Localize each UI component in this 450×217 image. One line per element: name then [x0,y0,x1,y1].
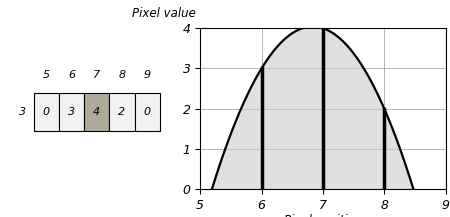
Text: 6: 6 [68,70,75,81]
Text: 0: 0 [144,107,151,117]
Text: 5: 5 [43,70,50,81]
Text: 0: 0 [43,107,50,117]
Text: 4: 4 [93,107,100,117]
Text: 9: 9 [144,70,151,81]
Text: 2: 2 [118,107,126,117]
Text: 3: 3 [68,107,75,117]
Text: 7: 7 [93,70,100,81]
Text: 8: 8 [118,70,126,81]
Text: Pixel value: Pixel value [132,7,196,20]
X-axis label: Pixel position: Pixel position [284,214,362,217]
Text: 3: 3 [19,107,26,117]
